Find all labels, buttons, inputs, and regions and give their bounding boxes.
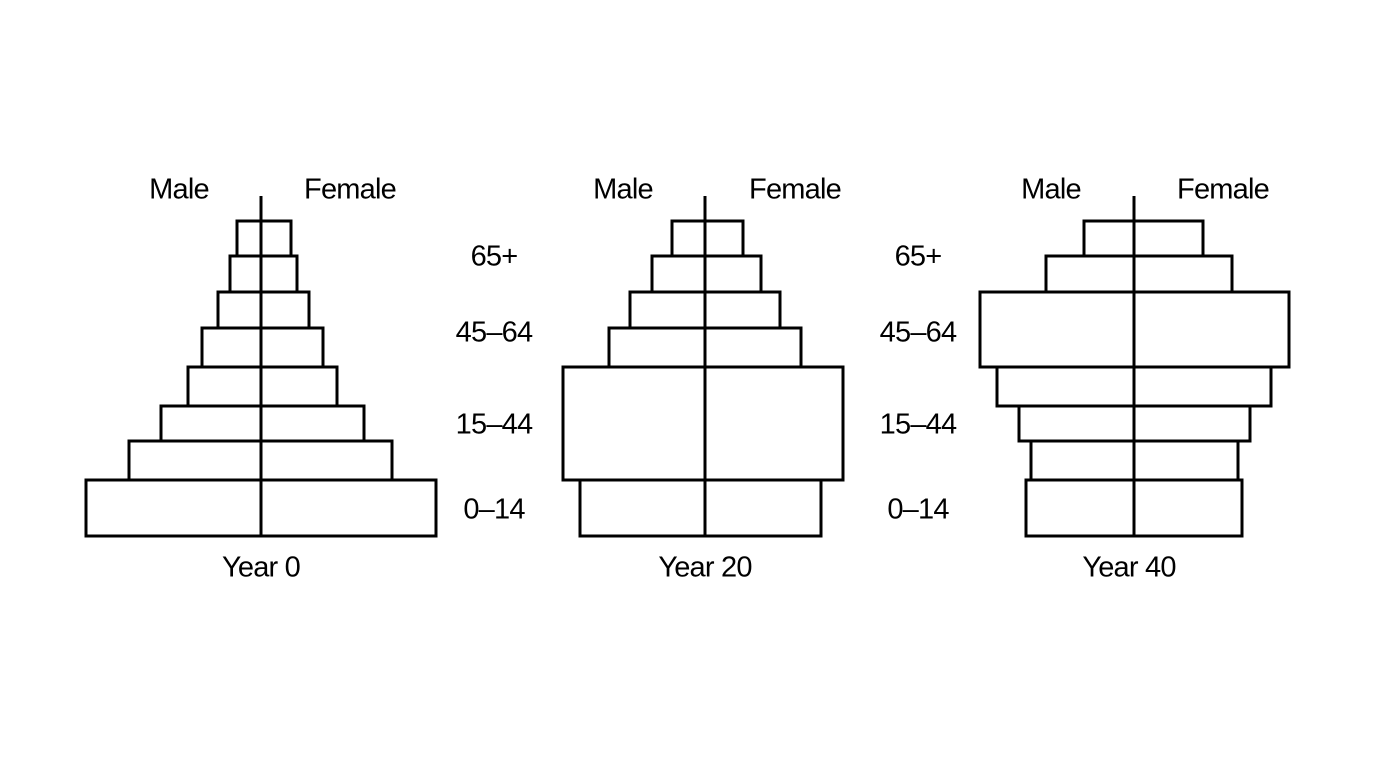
pyramid-year-0: Male Female Year 0 bbox=[84, 174, 438, 584]
year-label: Year 40 bbox=[1082, 552, 1175, 584]
year-label: Year 0 bbox=[222, 552, 300, 584]
pyramid-year-20: Male Female Year 20 bbox=[561, 174, 845, 584]
age-label: 0–14 bbox=[887, 494, 949, 526]
bar bbox=[235, 219, 293, 258]
pyramid-year-40: Male Female Year 40 bbox=[978, 174, 1291, 584]
female-label: Female bbox=[1177, 174, 1269, 206]
age-label: 45–64 bbox=[456, 317, 533, 349]
bar bbox=[670, 219, 745, 258]
male-label: Male bbox=[1021, 174, 1081, 206]
bar bbox=[216, 290, 311, 330]
year-label: Year 20 bbox=[658, 552, 751, 584]
bar bbox=[1044, 254, 1234, 294]
age-labels-left: 65+ 45–64 15–44 0–14 bbox=[456, 241, 534, 526]
bar bbox=[578, 478, 823, 538]
female-label: Female bbox=[304, 174, 396, 206]
age-label: 65+ bbox=[895, 241, 942, 273]
bar bbox=[228, 254, 299, 294]
female-label: Female bbox=[749, 174, 841, 206]
male-label: Male bbox=[149, 174, 209, 206]
bar bbox=[561, 365, 845, 482]
male-label: Male bbox=[593, 174, 653, 206]
age-labels-right: 65+ 45–64 15–44 0–14 bbox=[880, 241, 958, 526]
age-label: 15–44 bbox=[456, 409, 533, 441]
age-label: 45–64 bbox=[880, 317, 957, 349]
age-label: 15–44 bbox=[880, 409, 957, 441]
age-label: 65+ bbox=[471, 241, 518, 273]
bar bbox=[1082, 219, 1205, 258]
age-label: 0–14 bbox=[463, 494, 525, 526]
